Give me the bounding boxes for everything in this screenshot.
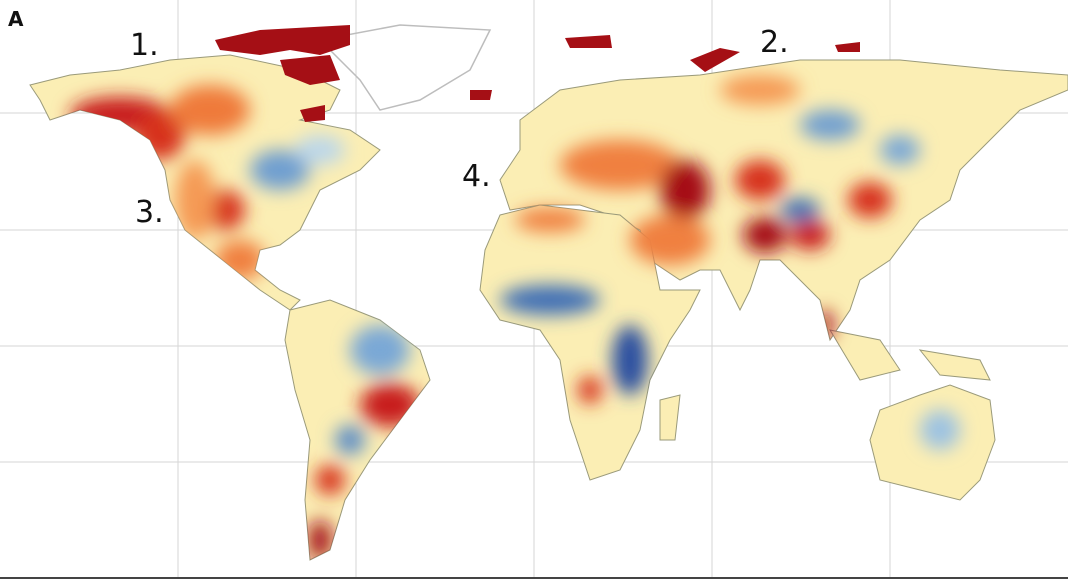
panel-label: A bbox=[8, 7, 24, 31]
annotation: 1. bbox=[130, 28, 159, 63]
arctic-patches bbox=[215, 25, 860, 122]
anomaly-field bbox=[70, 75, 960, 560]
annotation: 2. bbox=[760, 25, 789, 60]
annotation: 4. bbox=[462, 159, 491, 194]
greenland-outline bbox=[318, 24, 492, 111]
annotation: 3. bbox=[135, 195, 164, 230]
land bbox=[29, 54, 1068, 561]
